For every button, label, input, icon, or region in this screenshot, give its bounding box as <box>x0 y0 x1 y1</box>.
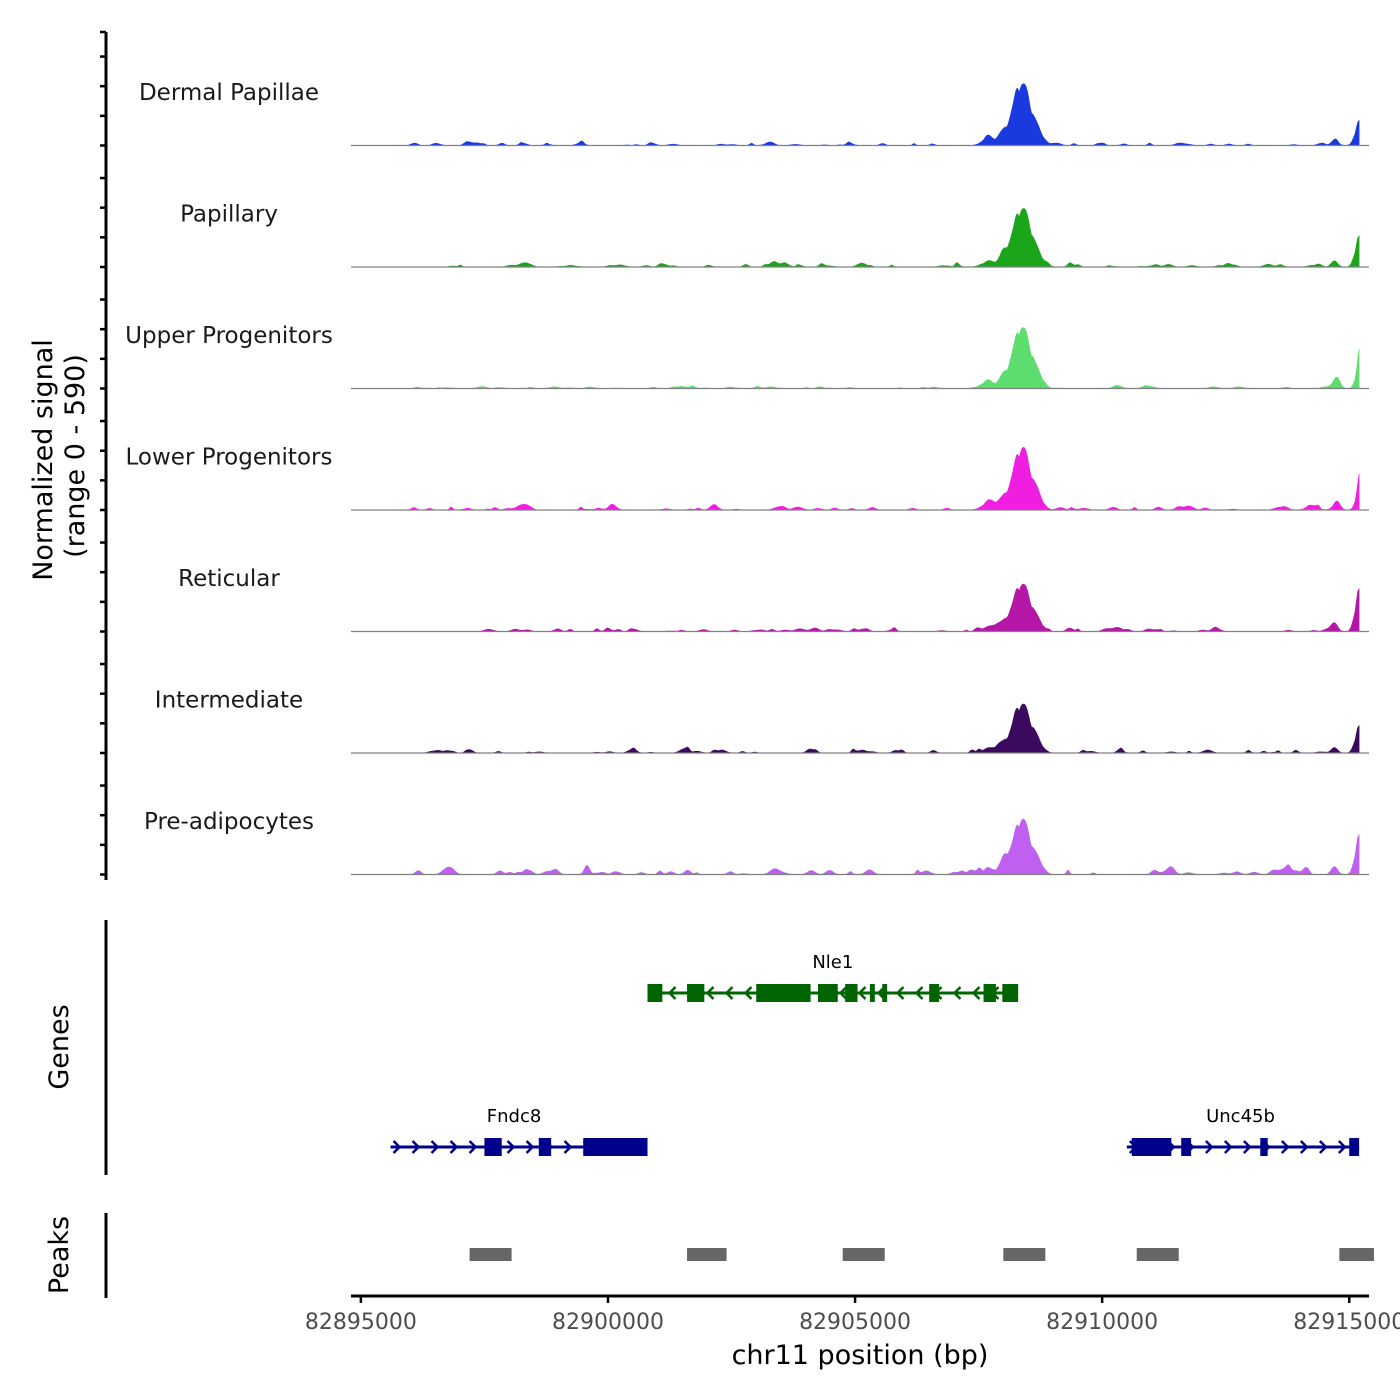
track-intermediate: Intermediate <box>155 688 1369 754</box>
exon <box>1131 1138 1172 1156</box>
exon <box>1002 984 1019 1002</box>
x-axis-label: chr11 position (bp) <box>732 1340 989 1371</box>
strand-arrow <box>1223 1140 1233 1154</box>
strand-arrow <box>1337 1140 1347 1154</box>
strand-arrow <box>1204 1140 1214 1154</box>
gene-annotations: Nle1 Fndc8 Unc45b <box>390 952 1360 1156</box>
strand-arrow <box>838 986 848 1000</box>
strand-arrow <box>743 986 753 1000</box>
track-label: Papillary <box>180 202 278 228</box>
strand-arrow <box>857 986 867 1000</box>
strand-arrow <box>1280 1140 1290 1154</box>
exon <box>756 984 811 1002</box>
gene-label: Fndc8 <box>487 1106 542 1127</box>
track-papillary: Papillary <box>180 202 1369 268</box>
strand-arrow <box>952 986 962 1000</box>
peak-bar <box>1003 1248 1046 1261</box>
x-tick-label: 82895000 <box>305 1310 417 1335</box>
strand-arrow <box>449 1140 459 1154</box>
strand-arrow <box>1299 1140 1309 1154</box>
exon <box>845 984 858 1002</box>
exon <box>817 984 838 1002</box>
strand-arrow <box>1242 1140 1252 1154</box>
track-label: Pre-adipocytes <box>144 809 314 835</box>
strand-arrow <box>971 986 981 1000</box>
exon <box>583 1138 648 1156</box>
strand-arrow <box>563 1140 573 1154</box>
peak-bar <box>1339 1248 1374 1261</box>
track-pre-adipocytes: Pre-adipocytes <box>144 809 1369 876</box>
x-tick-label: 82900000 <box>552 1310 664 1335</box>
gene-unc45b: Unc45b <box>1126 1106 1360 1156</box>
coverage-tracks: Dermal Papillae Papillary Upper Progenitor… <box>125 80 1369 876</box>
strand-arrow <box>705 986 715 1000</box>
exon <box>1349 1138 1360 1156</box>
strand-arrow <box>411 1140 421 1154</box>
peak-bar <box>469 1248 512 1261</box>
peak-bar <box>687 1248 727 1261</box>
strand-arrow <box>525 1140 535 1154</box>
track-label: Reticular <box>178 566 280 592</box>
strand-arrow <box>1318 1140 1328 1154</box>
track-label: Lower Progenitors <box>126 445 333 471</box>
exon <box>484 1138 502 1156</box>
track-lower-progenitors: Lower Progenitors <box>126 445 1369 511</box>
y-axis-label-line1: Normalized signal <box>28 339 59 581</box>
genes-axis-label: Genes <box>44 1004 75 1089</box>
exon <box>983 984 996 1002</box>
track-upper-progenitors: Upper Progenitors <box>125 323 1369 390</box>
exon <box>882 984 888 1002</box>
track-reticular: Reticular <box>178 566 1369 633</box>
strand-arrow <box>392 1140 402 1154</box>
exon <box>1181 1138 1192 1156</box>
strand-arrow <box>895 986 905 1000</box>
strand-arrow <box>667 986 677 1000</box>
exon <box>929 984 940 1002</box>
exon <box>869 984 875 1002</box>
x-tick-label: 82915000 <box>1293 1310 1400 1335</box>
peak-bar <box>1136 1248 1179 1261</box>
strand-arrow <box>724 986 734 1000</box>
gene-fndc8: Fndc8 <box>390 1106 648 1156</box>
coverage-y-axis <box>100 30 108 880</box>
exon <box>687 984 705 1002</box>
peak-regions <box>469 1248 1374 1261</box>
gene-label: Nle1 <box>812 952 853 973</box>
x-tick-label: 82905000 <box>799 1310 911 1335</box>
y-axis-label-line2: (range 0 - 590) <box>60 354 91 558</box>
track-dermal-papillae: Dermal Papillae <box>139 80 1369 147</box>
track-label: Intermediate <box>155 688 303 714</box>
strand-arrow <box>430 1140 440 1154</box>
strand-arrow <box>506 1140 516 1154</box>
exon <box>1260 1138 1268 1156</box>
x-tick-label: 82910000 <box>1046 1310 1158 1335</box>
track-label: Upper Progenitors <box>125 323 333 349</box>
peaks-axis-label: Peaks <box>44 1216 75 1294</box>
gene-nle1: Nle1 <box>647 952 1019 1002</box>
strand-arrow <box>468 1140 478 1154</box>
peak-bar <box>842 1248 885 1261</box>
x-axis-ticks: 82895000 82900000 82905000 82910000 82915000 <box>305 1296 1400 1335</box>
gene-label: Unc45b <box>1206 1106 1275 1127</box>
track-label: Dermal Papillae <box>139 80 319 106</box>
exon <box>538 1138 552 1156</box>
exon <box>647 984 663 1002</box>
strand-arrow <box>914 986 924 1000</box>
